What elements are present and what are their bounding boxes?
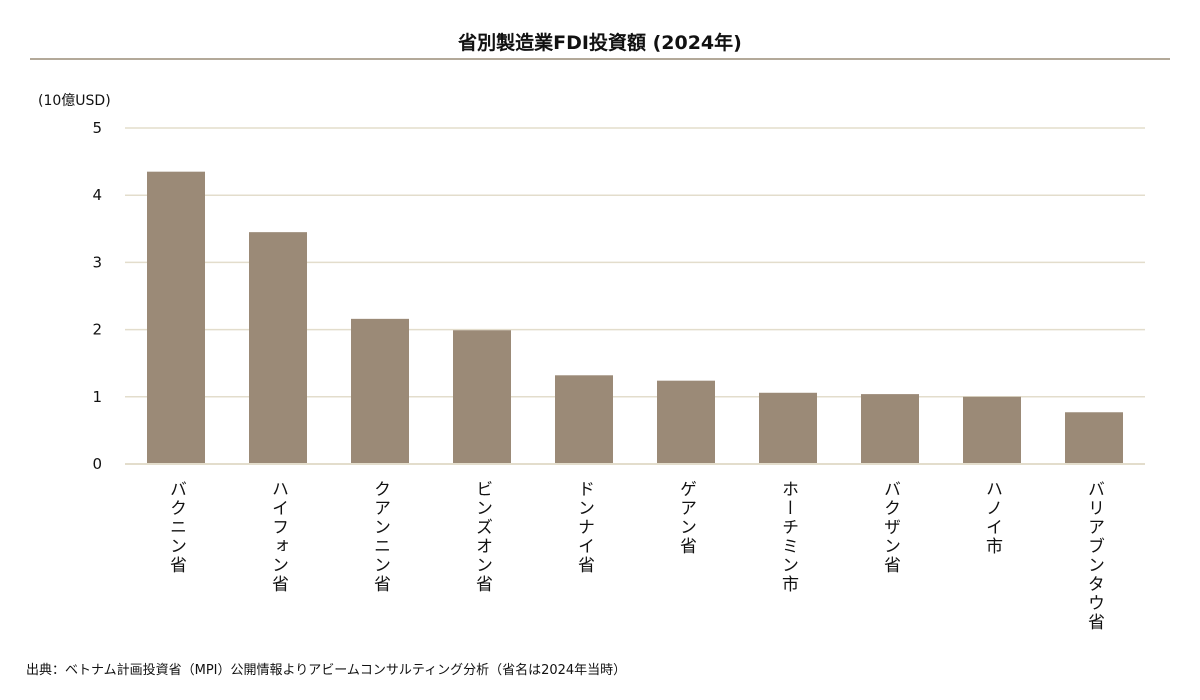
y-tick-label: 0 [92,455,102,473]
x-tick-label: ドンナイ省 [574,480,594,575]
bar [657,380,715,464]
y-tick-label: 3 [92,253,102,271]
bar [555,375,613,464]
x-tick-label: ハイフォン省 [268,480,288,594]
source-note: 出典：ベトナム計画投資省（MPI）公開情報よりアビームコンサルティング分析（省名… [26,663,627,678]
x-tick-label: ビンズオン省 [472,480,492,594]
bar [453,330,511,464]
y-tick-label: 5 [92,119,102,137]
x-tick-label: クアンニン省 [370,480,390,594]
bar [147,171,205,464]
bar [351,318,409,464]
title-divider [30,58,1170,60]
x-tick-label: バクザン省 [880,480,900,575]
bar [249,232,307,464]
x-tick-label: ホーチミン市 [778,480,798,594]
bar [759,392,817,464]
bar [1065,412,1123,464]
x-tick-label: バクニン省 [166,480,186,575]
bar [861,394,919,464]
x-tick-label: バリアブンタウ省 [1084,480,1104,632]
y-tick-label: 1 [92,388,102,406]
y-axis-unit-label: (10億USD) [38,93,111,109]
x-tick-label: ゲアン省 [676,480,696,556]
y-tick-label: 2 [92,321,102,339]
x-tick-label: ハノイ市 [982,480,1002,556]
chart-title: 省別製造業FDI投資額 (2024年) [458,32,742,54]
y-tick-label: 4 [92,186,102,204]
bar [963,396,1021,464]
